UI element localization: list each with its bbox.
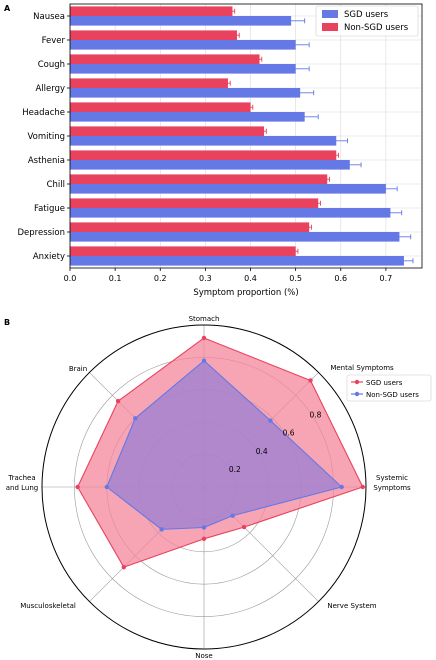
bar-sgd-users-allergy <box>70 88 301 98</box>
bar-sgd-users-headache <box>70 112 305 122</box>
radar-outer-circle <box>41 324 367 650</box>
bar-legend-box <box>315 5 419 37</box>
radar-category-label-stomach: Stomach <box>189 315 220 323</box>
bar-sgd-users-fever <box>70 40 296 50</box>
radar-r-tick-label: 0.6 <box>283 429 295 438</box>
bar-sgd-users-nausea <box>70 16 292 26</box>
radar-category-label-brain: Brain <box>69 365 87 373</box>
bar-non-sgd-users-cough <box>70 54 260 64</box>
radar-category-label-nose: Nose <box>195 652 212 660</box>
bar-legend-swatch-sgd <box>322 10 338 18</box>
bar-x-tick-label: 0.4 <box>244 274 257 283</box>
bar-sgd-users-anxiety <box>70 256 404 266</box>
radar-point-non-sgd-users-musculoskeletal <box>159 527 164 532</box>
bar-x-tick-label: 0.7 <box>380 274 393 283</box>
radar-point-sgd-users-nerve-system <box>241 524 247 530</box>
radar-category-label-trachea-and-lung: Trachea and Lung <box>6 474 39 492</box>
bar-category-label-cough: Cough <box>38 60 65 70</box>
bar-sgd-users-cough <box>70 64 296 74</box>
radar-legend-label-non-sgd: Non-SGD users <box>366 391 419 399</box>
bar-x-tick-label: 0.3 <box>199 274 212 283</box>
bar-legend-label-non-sgd: Non-SGD users <box>344 23 409 33</box>
radar-point-non-sgd-users-brain <box>133 416 138 421</box>
radar-point-non-sgd-users-trachea-and-lung <box>104 484 110 490</box>
bar-x-tick-label: 0.6 <box>334 274 347 283</box>
radar-category-label-mental-symptoms: Mental Symptoms <box>330 364 394 372</box>
bar-non-sgd-users-nausea <box>70 6 233 17</box>
bar-category-label-vomiting: Vomiting <box>28 132 65 142</box>
bar-non-sgd-users-vomiting <box>70 126 265 136</box>
bar-category-label-allergy: Allergy <box>35 84 65 94</box>
bar-non-sgd-users-depression <box>70 222 310 232</box>
bar-x-tick-label: 0.5 <box>289 274 302 283</box>
radar-legend-marker-non-sgd <box>354 391 360 397</box>
radar-point-non-sgd-users-systemic-symptoms <box>339 484 344 490</box>
bar-legend-swatch-non-sgd <box>322 23 338 31</box>
radar-point-sgd-users-mental-symptoms <box>308 378 313 383</box>
bar-sgd-users-vomiting <box>70 136 337 146</box>
radar-category-label-musculoskeletal: Musculoskeletal <box>20 602 76 610</box>
bar-category-label-nausea: Nausea <box>33 12 65 22</box>
bar-ticks: 0.0 0.1 0.2 0.3 0.4 0.5 0.6 0.7 <box>64 15 393 283</box>
bar-x-tick-label: 0.0 <box>64 274 77 283</box>
bar-category-label-headache: Headache <box>22 108 65 118</box>
bar-x-tick-label: 0.2 <box>154 274 167 283</box>
radar-point-non-sgd-users-nerve-system <box>230 513 235 518</box>
radar-point-sgd-users-stomach <box>201 335 207 341</box>
radar-category-label-nerve-system: Nerve System <box>327 602 376 610</box>
bar-category-label-fatigue: Fatigue <box>34 204 65 214</box>
bar-sgd-users-fatigue <box>70 208 391 218</box>
bar-non-sgd-users-fatigue <box>70 198 319 208</box>
radar-point-sgd-users-trachea-and-lung <box>75 484 80 490</box>
radar-r-tick-label: 0.2 <box>229 465 241 474</box>
bar-non-sgd-users-anxiety <box>70 246 296 256</box>
bar-category-labels: Nausea Fever Cough Allergy Headache Vomiting A… <box>17 12 65 262</box>
radar-point-sgd-users-systemic-symptoms <box>360 484 365 490</box>
radar-legend-label-sgd: SGD users <box>366 379 403 387</box>
radar-radial-ticks: 0.2 0.4 0.6 0.8 <box>229 411 322 474</box>
radar-r-tick-label: 0.4 <box>256 447 268 456</box>
bar-category-label-depression: Depression <box>17 228 65 238</box>
radar-category-labels: Stomach Mental Symptoms Systemic Symptoms Ne… <box>6 315 411 660</box>
bar-category-label-anxiety: Anxiety <box>33 252 65 262</box>
bar-non-sgd-users-headache <box>70 102 251 112</box>
radar-point-non-sgd-users-nose <box>201 525 207 530</box>
radar-series <box>75 335 365 570</box>
bar-category-label-asthenia: Asthenia <box>28 156 65 166</box>
bar-non-sgd-users-asthenia <box>70 150 337 160</box>
panel-letter-b: B <box>4 318 10 327</box>
radar-category-label-systemic-symptoms: Systemic Symptoms <box>373 474 411 492</box>
bar-sgd-users-depression <box>70 232 400 242</box>
bar-category-label-chill: Chill <box>47 180 65 190</box>
radar-legend-marker-sgd <box>354 379 360 385</box>
bar-sgd-users-asthenia <box>70 160 350 170</box>
bar-non-sgd-users-chill <box>70 174 328 184</box>
bar-x-axis-title: Symptom proportion (%) <box>193 288 298 298</box>
bar-legend-label-sgd: SGD users <box>344 10 389 20</box>
radar-r-tick-label: 0.8 <box>310 411 322 420</box>
bar-non-sgd-users-allergy <box>70 78 228 88</box>
bar-non-sgd-users-fever <box>70 30 237 40</box>
radar-point-sgd-users-brain <box>115 398 121 404</box>
bar-category-label-fever: Fever <box>42 36 66 46</box>
radar-legend-box <box>346 374 432 402</box>
radar-legend: SGD users Non-SGD users <box>346 374 432 402</box>
bar-x-tick-label: 0.1 <box>109 274 122 283</box>
bar-legend: SGD users Non-SGD users <box>315 5 419 37</box>
radar-point-sgd-users-musculoskeletal <box>121 564 127 570</box>
radar-point-sgd-users-nose <box>201 536 207 542</box>
bar-marks <box>70 6 414 266</box>
panel-letter-a: A <box>4 4 11 13</box>
radar-point-non-sgd-users-stomach <box>201 358 207 363</box>
radar-point-non-sgd-users-mental-symptoms <box>268 418 273 423</box>
bar-sgd-users-chill <box>70 184 386 194</box>
